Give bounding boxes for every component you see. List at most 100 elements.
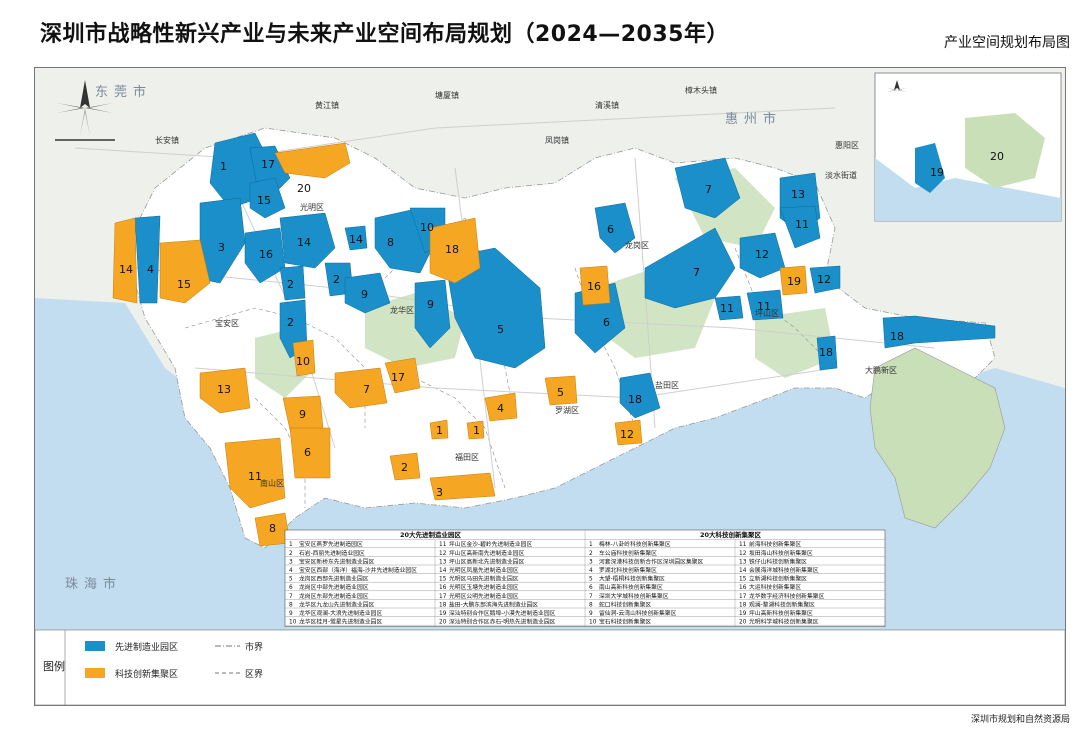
- tech-zone-13: [199, 367, 251, 414]
- table-row-number: 7: [589, 594, 593, 600]
- marker-label: 18: [819, 346, 833, 359]
- adv-zone-9b: [414, 279, 451, 349]
- legend-swatch-blue: [85, 641, 105, 651]
- adv-zone-12a: [739, 232, 786, 279]
- marker-label: 13: [791, 188, 805, 201]
- place-label: 塘厦镇: [435, 90, 459, 100]
- place-label: 樟木头镇: [685, 85, 717, 95]
- table-row-number: 18: [439, 602, 447, 608]
- table-row-number: 13: [439, 559, 447, 565]
- table-row-number: 2: [589, 551, 593, 557]
- marker-label: 10: [420, 221, 434, 234]
- table-row-number: 4: [289, 568, 293, 574]
- adv-zone-12b: [809, 265, 841, 294]
- place-label: 长安镇: [155, 135, 179, 145]
- place-label: 凤岗镇: [545, 135, 569, 145]
- table-cell: 留仙洞-云湾山科技创新集聚区: [599, 609, 677, 617]
- marker-label: 18: [890, 330, 904, 343]
- tech-zone-17: [384, 357, 421, 394]
- marker-label: 1: [473, 424, 480, 437]
- table-cell: 宝安区燕罗先进制造园区: [299, 540, 363, 548]
- adv-zone-6a: [594, 202, 636, 254]
- table-title-left: 20大先进制造业园区: [400, 530, 462, 539]
- table-row-number: 5: [289, 577, 293, 583]
- marker-label: 10: [296, 355, 310, 368]
- inset-marker: 20: [990, 150, 1004, 163]
- marker-label: 13: [217, 383, 231, 396]
- map-frame: 1 17 20 15 3 16 14 14 4 14 15 8 10 2 2 9…: [34, 67, 1066, 706]
- place-label: 惠阳区: [835, 140, 859, 150]
- table-cell: 龙岗区中部先进制造业园区: [299, 583, 369, 591]
- tech-zone-6: [289, 427, 331, 479]
- table-row-number: 3: [289, 559, 293, 565]
- marker-label: 18: [445, 243, 459, 256]
- place-label: 淡水街道: [825, 170, 857, 180]
- district-label: 罗湖区: [555, 406, 579, 415]
- table-row-number: 16: [739, 585, 747, 591]
- dapeng-land: [869, 347, 1006, 529]
- table-row-number: 20: [439, 620, 447, 626]
- marker-label: 14: [119, 263, 133, 276]
- table-cell: 龙岗区东部先进制造业园区: [299, 592, 369, 600]
- table-row-number: 8: [289, 602, 293, 608]
- table-row-number: 11: [739, 542, 747, 548]
- marker-label: 12: [755, 248, 769, 261]
- marker-label: 16: [587, 280, 601, 293]
- table-cell: 龙岗区西部先进制造业园区: [299, 575, 369, 583]
- table-cell: 龙华区桂月-鹭星先进制造业园区: [299, 618, 382, 626]
- marker-label: 9: [427, 298, 434, 311]
- table-row-number: 2: [289, 551, 293, 557]
- table-row-number: 12: [739, 551, 747, 557]
- marker-label: 8: [269, 522, 276, 535]
- tech-zone-16: [579, 265, 611, 306]
- table-cell: 坪山区金沙-碧岭先进制造业园区: [449, 540, 532, 548]
- zone-markers: 1 17 20 15 3 16 14 14 4 14 15 8 10 2 2 9…: [119, 158, 904, 535]
- table-row-number: 7: [289, 594, 293, 600]
- table-row-number: 16: [439, 585, 447, 591]
- table-row-number: 11: [439, 542, 447, 548]
- table-row-number: 3: [589, 559, 593, 565]
- marker-label: 20: [297, 182, 311, 195]
- table-cell: 龙华区观澜-大浪先进制造业园区: [299, 609, 382, 617]
- marker-label: 14: [297, 236, 311, 249]
- table-cell: 车公庙科技创新集聚区: [599, 549, 657, 557]
- inset-marker: 19: [930, 166, 944, 179]
- table-cell: 铁仔山科技创新集聚区: [749, 557, 807, 565]
- table-row-number: 13: [739, 559, 747, 565]
- marker-label: 5: [497, 323, 504, 336]
- marker-label: 12: [620, 428, 634, 441]
- marker-label: 2: [333, 273, 340, 286]
- marker-label: 12: [817, 273, 831, 286]
- table-cell: 龙华区九龙山先进制造业园区: [299, 600, 375, 608]
- marker-label: 11: [757, 300, 771, 313]
- adv-zone-11a: [779, 205, 821, 249]
- marker-label: 2: [287, 278, 294, 291]
- table-cell: 梅林-八卦岭科技创新集聚区: [599, 540, 671, 548]
- table-cell: 光明科学城科技创新集聚区: [749, 618, 819, 626]
- district-label: 南山区: [260, 478, 284, 488]
- table-row-number: 1: [289, 542, 293, 548]
- marker-label: 4: [147, 263, 154, 276]
- adv-zone-2a: [279, 265, 306, 301]
- table-row-number: 19: [439, 611, 447, 617]
- green-area-4: [755, 308, 835, 378]
- adv-zone-18b: [816, 335, 838, 371]
- advanced-manufacturing-zones: [134, 132, 996, 419]
- table-title-right: 20大科技创新集聚区: [700, 530, 762, 539]
- table-cell: 观澜-黎湖科技创新集聚区: [749, 600, 815, 608]
- tech-zone-10: [292, 339, 316, 377]
- table-cell: 坪山区高新南先进制造业园区: [449, 549, 525, 557]
- table-row-number: 20: [739, 620, 747, 626]
- table-row-number: 4: [589, 568, 593, 574]
- table-cell: 河套深港科技创新合作区深圳园区集聚区: [599, 557, 704, 565]
- district-label: 坪山区: [755, 308, 779, 318]
- district-label: 宝安区: [215, 318, 239, 328]
- marker-label: 6: [607, 223, 614, 236]
- tech-zone-15: [159, 239, 211, 304]
- district-label: 龙华区: [390, 305, 414, 315]
- marker-label: 2: [287, 316, 294, 329]
- table-cell: 光明区马田先进制造业园区: [449, 575, 519, 583]
- marker-label: 3: [218, 241, 225, 254]
- marker-label: 7: [705, 183, 712, 196]
